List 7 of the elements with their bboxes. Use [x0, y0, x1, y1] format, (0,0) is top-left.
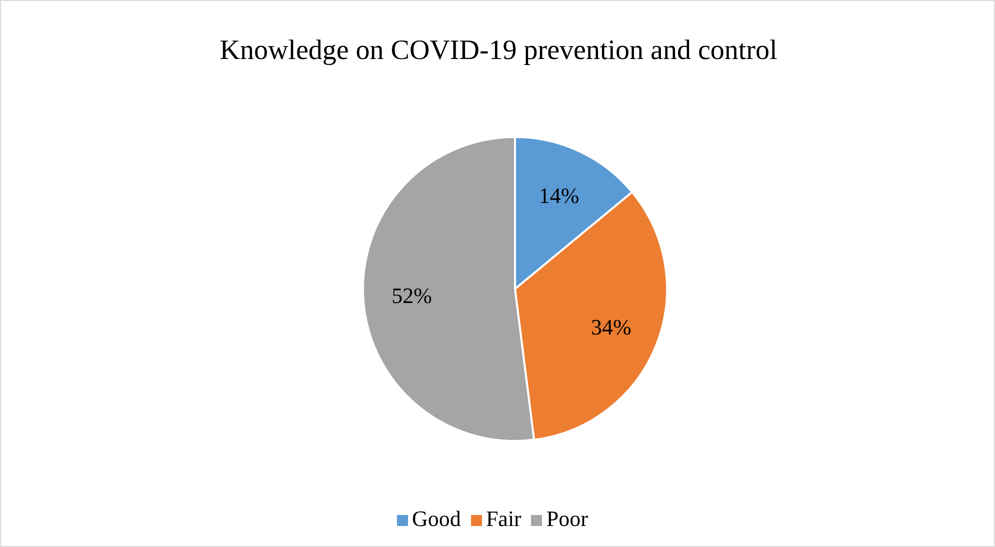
data-label: 34%	[590, 314, 632, 340]
data-label: 52%	[392, 282, 432, 308]
legend-label: Good	[412, 506, 461, 531]
chart-title: Knowledge on COVID-19 prevention and control	[218, 35, 778, 67]
legend-label: Poor	[546, 506, 588, 531]
data-label: 14%	[538, 182, 580, 208]
legend-label: Fair	[486, 506, 522, 531]
